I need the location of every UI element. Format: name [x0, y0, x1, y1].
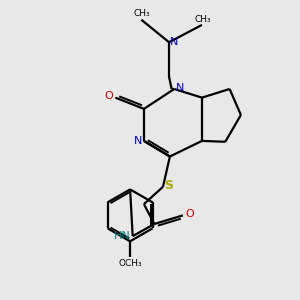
Text: O: O: [105, 91, 113, 101]
Text: CH₃: CH₃: [133, 9, 150, 18]
Text: N: N: [134, 136, 142, 146]
Text: O: O: [185, 209, 194, 219]
Text: HN: HN: [114, 231, 130, 241]
Text: S: S: [164, 179, 173, 192]
Text: N: N: [176, 83, 185, 93]
Text: OCH₃: OCH₃: [118, 260, 142, 268]
Text: CH₃: CH₃: [195, 15, 211, 24]
Text: N: N: [170, 37, 179, 47]
